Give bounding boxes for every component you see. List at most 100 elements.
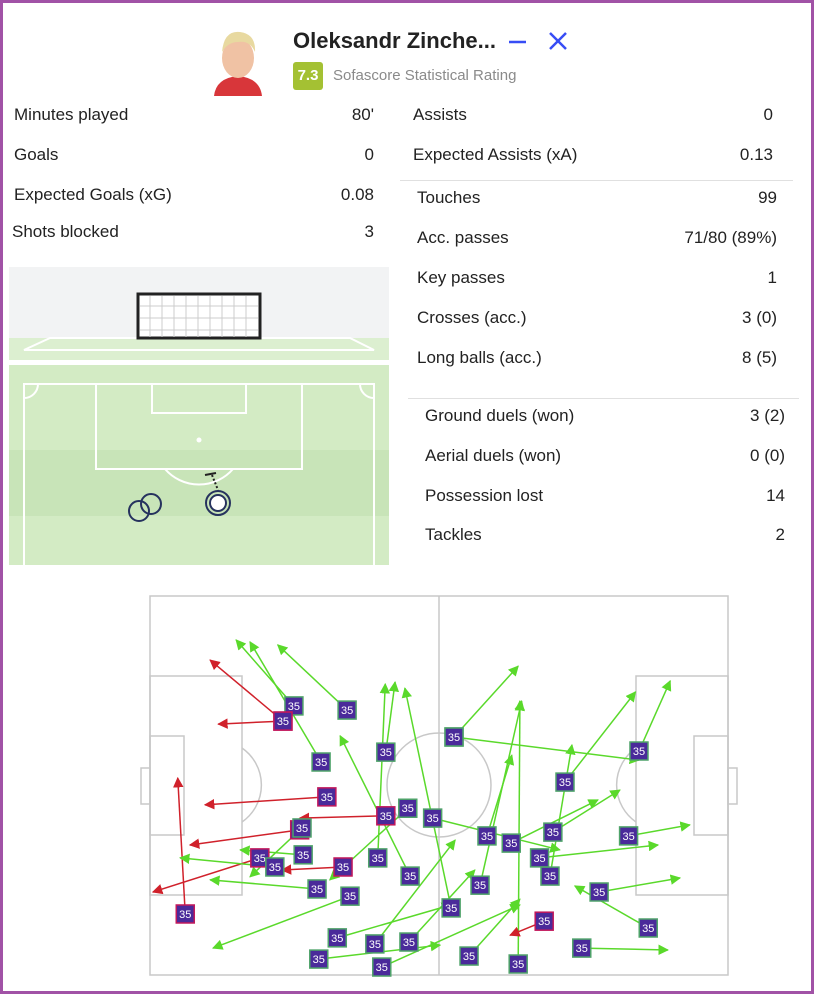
shirt-number: 35 [427, 813, 439, 825]
pass-marker [400, 866, 420, 886]
failed-pass-arrow [217, 718, 283, 729]
shirt-number: 35 [315, 757, 327, 769]
shirt-number: 35 [538, 916, 550, 928]
failed-pass-arrow [280, 864, 344, 875]
stat-value: 1 [767, 268, 777, 287]
pass-marker [444, 727, 464, 747]
shirt-number: 35 [313, 954, 325, 966]
pass-marker [175, 904, 196, 924]
pass-marker [311, 752, 331, 772]
stat-label: Key passes [417, 268, 505, 287]
pass-marker [398, 798, 418, 818]
shirt-number: 35 [296, 823, 308, 835]
pass-marker [376, 742, 396, 762]
stat-label: Long balls (acc.) [417, 348, 542, 367]
stat-label: Ground duels (won) [425, 406, 575, 425]
shirt-number: 35 [593, 887, 605, 899]
pass-marker [618, 826, 639, 846]
shirt-number: 35 [331, 933, 343, 945]
pass-arrow [381, 903, 521, 968]
pass-marker [508, 954, 528, 974]
close-button[interactable] [549, 32, 567, 50]
shirt-number: 35 [402, 803, 414, 815]
stat-label: Crosses (acc.) [417, 308, 527, 327]
pass-marker [340, 886, 360, 906]
shirt-number: 35 [576, 943, 588, 955]
shirt-number: 35 [481, 831, 493, 843]
pass-marker [372, 957, 392, 977]
stat-value: 3 [364, 222, 374, 241]
pass-arrow [539, 840, 660, 859]
stat-value: 2 [775, 525, 785, 544]
pass-arrow [598, 874, 682, 893]
rating-label: Sofascore Statistical Rating [333, 67, 517, 84]
shirt-number: 35 [344, 891, 356, 903]
shirt-number: 35 [288, 701, 300, 713]
shirt-number: 35 [474, 880, 486, 892]
pass-marker [337, 700, 357, 720]
pass-marker [459, 946, 479, 966]
shirt-number: 35 [380, 811, 392, 823]
pass-arrow [564, 691, 637, 783]
pass-arrow [552, 789, 621, 833]
stat-value: 8 (5) [742, 348, 777, 367]
pass-marker [317, 787, 337, 807]
pass-marker [638, 918, 658, 938]
pass-marker [477, 826, 497, 846]
pass-marker [367, 848, 388, 868]
pass-marker [422, 808, 443, 828]
stat-label: Acc. passes [417, 228, 509, 247]
stat-value: 0 (0) [750, 446, 785, 465]
shirt-number: 35 [547, 827, 559, 839]
pass-marker [501, 833, 521, 853]
pass-arrow [401, 687, 452, 909]
pass-marker [589, 882, 609, 902]
pass-map-pitch [140, 595, 738, 976]
shirt-number: 35 [448, 732, 460, 744]
stat-label: Expected Assists (xA) [413, 145, 578, 164]
pass-arrow [573, 885, 649, 929]
pass-arrow [453, 736, 641, 765]
stat-value: 99 [758, 188, 777, 207]
shirt-number: 35 [642, 923, 654, 935]
stat-label: Aerial duels (won) [425, 446, 562, 465]
stat-value: 0.08 [340, 185, 374, 204]
shirt-number: 35 [463, 951, 475, 963]
pass-arrow [514, 699, 526, 965]
shirt-number: 35 [505, 838, 517, 850]
stat-label: Shots blocked [12, 222, 119, 241]
pass-marker [327, 928, 348, 948]
failed-pass-arrow [151, 857, 261, 895]
pass-arrow [374, 839, 456, 945]
shirt-number: 35 [533, 853, 545, 865]
pass-marker [309, 949, 329, 969]
pass-marker [333, 857, 353, 877]
stat-label: Touches [417, 188, 481, 207]
pass-arrow [486, 754, 515, 837]
pass-marker [307, 879, 327, 899]
shirt-number: 35 [622, 831, 634, 843]
failed-pass-arrow [209, 659, 284, 722]
pass-arrow [339, 734, 411, 877]
stat-value: 0 [364, 145, 374, 164]
divider [408, 398, 799, 399]
stat-value: 3 (2) [750, 406, 785, 425]
pass-marker [470, 875, 490, 895]
pass-marker [441, 898, 461, 918]
pass-marker [365, 934, 385, 954]
failed-pass-arrow [188, 829, 300, 849]
pass-arrow [209, 875, 318, 890]
shirt-number: 35 [269, 862, 281, 874]
shirt-number: 35 [254, 853, 266, 865]
pass-marker [534, 911, 554, 931]
shirt-number: 35 [445, 903, 457, 915]
shirt-number: 35 [633, 746, 645, 758]
shirt-number: 35 [376, 962, 388, 974]
stat-label: Goals [14, 145, 59, 164]
pass-marker [265, 857, 285, 877]
shirt-number: 35 [559, 777, 571, 789]
pass-marker [399, 932, 419, 952]
